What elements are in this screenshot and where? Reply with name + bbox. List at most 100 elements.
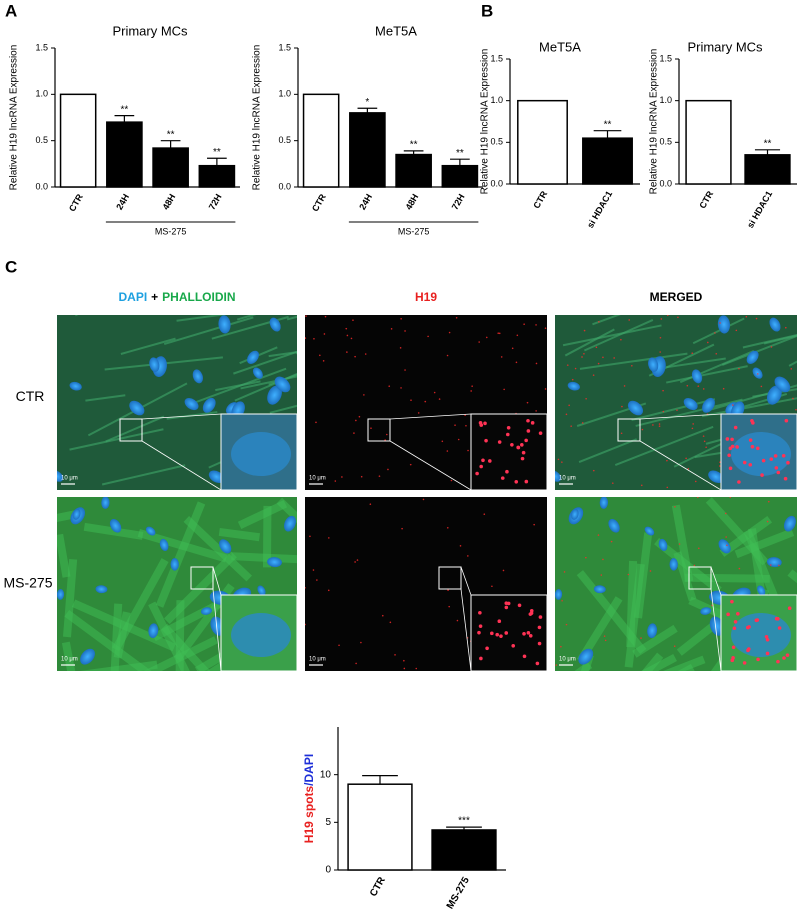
h19-spot [738,567,741,570]
h19-spot [401,527,403,530]
zoom-line [141,440,222,490]
inset-spot [530,421,535,425]
inset-spot [746,648,750,653]
h19-spot [459,545,462,547]
column-header-part: H19 [415,290,437,304]
significance: ** [456,148,464,159]
h19-spot [790,368,793,370]
fiber [155,501,206,608]
inset-spot [511,643,516,648]
h19-spot [324,315,327,318]
nucleus [700,607,712,615]
h19-spot [364,353,367,355]
fiber [148,601,190,671]
nucleus [192,369,203,384]
h19-spot [691,427,694,430]
nucleus [717,315,731,334]
h19-spot [467,449,469,452]
inset-frame [720,413,797,490]
inset-spot [506,426,511,430]
micrograph-content: 10 μm [555,497,797,671]
h19-spot [621,405,623,408]
h19-spot [500,356,503,358]
h19-spot [322,360,325,362]
h19-spot [561,461,563,463]
h19-spot [659,351,661,353]
y-tick-label: 0.5 [659,137,672,147]
y-tick-label: 1.5 [278,42,291,52]
bar [347,783,413,871]
h19-spot [662,410,665,413]
nucleus [567,381,580,391]
h19-spot [623,385,626,387]
nucleus [95,585,108,594]
inset-spot [785,653,790,657]
nucleus [129,400,145,416]
h19-spot [561,599,563,602]
nucleus [746,350,759,364]
column-header-part: PHALLOIDIN [162,290,235,304]
y-tick-label: 1.5 [659,53,672,63]
nucleus [57,589,65,600]
micrograph-content: 10 μm [57,315,297,490]
error-bar [450,158,470,166]
inset-spot [524,479,529,484]
h19-spot [792,397,794,400]
error-bar [207,157,227,166]
bar [517,99,568,185]
h19-spot [602,558,604,561]
bar [302,93,340,188]
fiber [654,537,722,594]
h19-spot [385,433,388,436]
h19-spot [309,535,311,538]
inset-spot [520,443,524,447]
h19-spot [571,378,574,381]
h19-spot [585,556,587,559]
h19-spot [592,469,595,472]
inset-spot [774,466,779,470]
fiber [85,394,126,402]
inset-spot [750,444,755,449]
micrograph: 10 μm [57,497,297,671]
inset-spot [535,661,540,666]
fiber [57,509,79,523]
bar [106,121,143,188]
nucleus [766,385,782,405]
h19-spot [628,319,631,321]
nucleus [627,400,644,416]
h19-spot [600,574,603,576]
h19-spot [769,564,772,566]
h19-spot [457,438,460,441]
h19-spot [446,450,449,452]
micrograph-content: 10 μm [555,315,797,490]
nucleus [252,367,263,379]
fiber [79,660,158,671]
inset-spot [479,423,484,427]
h19-spot [305,315,307,317]
h19-spot [352,319,354,322]
nucleus [69,381,82,391]
h19-spot [363,394,365,396]
h19-spot [424,400,427,403]
h19-spot [627,573,630,576]
nucleus [208,470,225,483]
h19-spot [356,559,359,561]
h19-spot [454,424,456,426]
h19-spot [565,413,568,416]
h19-spot [732,404,734,406]
h19-spot [427,335,429,338]
x-tick-label: 72H [207,192,224,211]
h19-spot [491,585,493,588]
h19-spot [766,520,769,523]
h19-spot [604,639,607,642]
fiber [578,438,638,463]
h19-spot [328,537,330,539]
h19-spot [597,534,600,536]
error-bar [357,107,378,113]
h19-spot [388,385,391,388]
inset-spot [538,615,543,619]
nucleus [648,357,659,372]
fiber [701,397,797,418]
fiber [164,551,237,625]
y-tick-label: 0.0 [659,178,672,188]
